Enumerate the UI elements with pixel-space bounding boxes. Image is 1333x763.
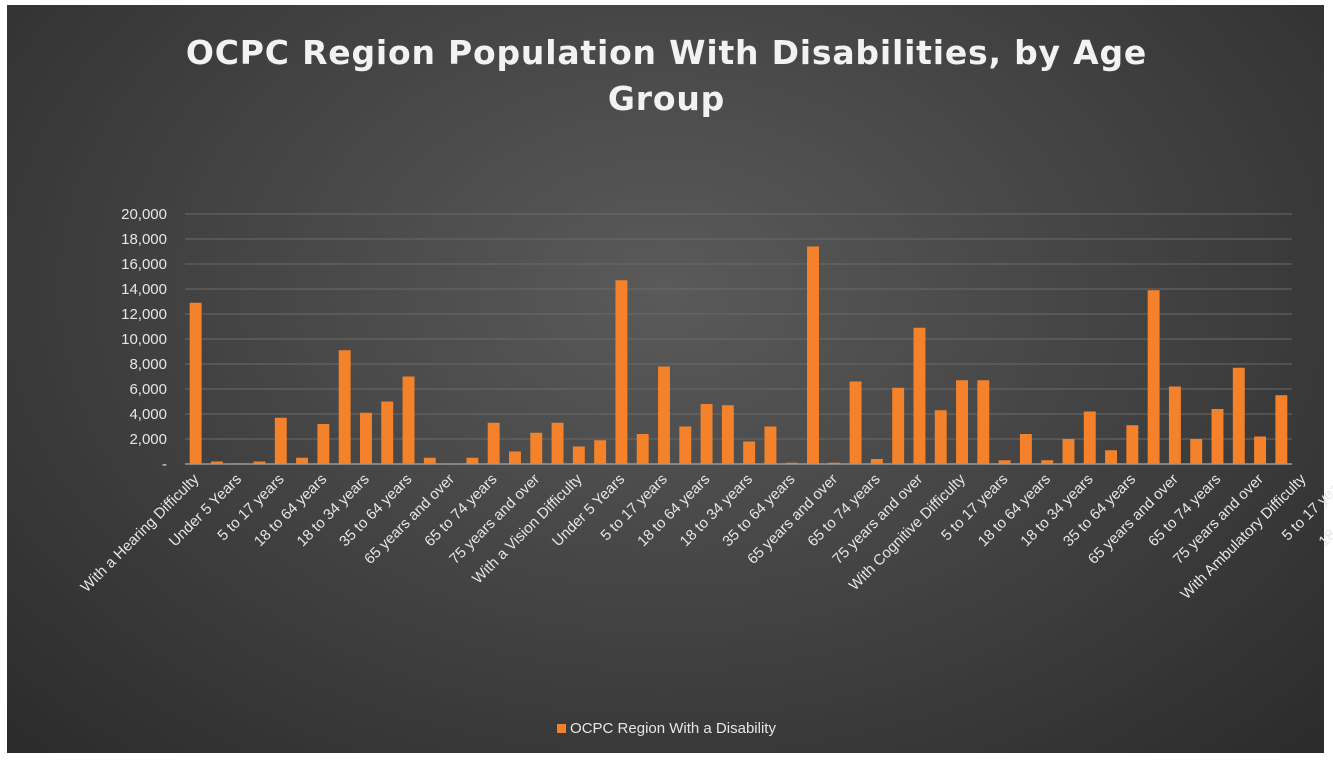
bar	[956, 380, 968, 464]
gridlines	[185, 213, 1292, 440]
bar	[551, 422, 564, 464]
legend-label: OCPC Region With a Disability	[570, 720, 776, 737]
bar	[977, 380, 990, 464]
bar	[1211, 409, 1224, 464]
bar	[721, 405, 734, 464]
bar	[1168, 386, 1181, 464]
bar	[1254, 436, 1267, 464]
y-tick-label: 16,000	[121, 256, 167, 273]
bar	[807, 246, 819, 464]
bar	[466, 457, 479, 464]
bar	[679, 426, 692, 464]
bar	[1062, 439, 1075, 464]
bar	[1190, 439, 1203, 464]
bar	[381, 401, 394, 464]
bar	[253, 461, 266, 464]
bar	[615, 280, 628, 464]
bars	[189, 246, 1288, 464]
chart-title: OCPC Region Population With Disabilities…	[185, 33, 1148, 118]
bar	[913, 327, 926, 464]
bar	[274, 417, 287, 464]
bar	[402, 376, 415, 464]
bar	[870, 459, 883, 464]
bar	[658, 366, 670, 464]
bar	[892, 387, 905, 464]
bar	[764, 426, 777, 464]
bar	[509, 451, 521, 464]
bar	[1147, 290, 1160, 464]
bar	[1275, 395, 1288, 464]
bar	[572, 446, 585, 464]
bar	[594, 440, 607, 464]
bar	[934, 410, 947, 464]
bar	[530, 432, 543, 464]
bar	[743, 441, 756, 464]
bar	[636, 434, 649, 464]
y-tick-label: 18,000	[121, 231, 167, 248]
y-tick-label: 2,000	[129, 431, 167, 448]
y-tick-label: 12,000	[121, 306, 167, 323]
legend: OCPC Region With a Disability	[0, 720, 1333, 737]
bar	[1041, 460, 1054, 464]
bar	[1083, 411, 1096, 464]
bar	[1126, 425, 1139, 464]
bar	[423, 457, 436, 464]
bar	[487, 422, 500, 464]
bar	[1019, 434, 1032, 464]
bar	[210, 461, 223, 464]
bar	[998, 460, 1011, 464]
y-tick-label: 14,000	[121, 281, 167, 298]
y-tick-label: 20,000	[121, 206, 167, 223]
y-tick-label: -	[162, 456, 167, 473]
y-axis-ticks: - 2,000 4,000 6,000 8,000 10,000 12,000 14,000 1…	[121, 206, 167, 473]
y-tick-label: 8,000	[129, 356, 167, 373]
bar	[849, 381, 862, 464]
bar	[296, 457, 309, 464]
bar	[317, 424, 330, 464]
y-tick-label: 4,000	[129, 406, 167, 423]
bar	[189, 302, 202, 464]
y-tick-label: 6,000	[129, 381, 167, 398]
bar	[700, 404, 713, 464]
bar	[359, 412, 372, 464]
bar	[1232, 367, 1245, 464]
bar	[1105, 450, 1118, 464]
bar	[338, 350, 351, 464]
legend-swatch	[557, 724, 567, 733]
y-tick-label: 10,000	[121, 331, 167, 348]
